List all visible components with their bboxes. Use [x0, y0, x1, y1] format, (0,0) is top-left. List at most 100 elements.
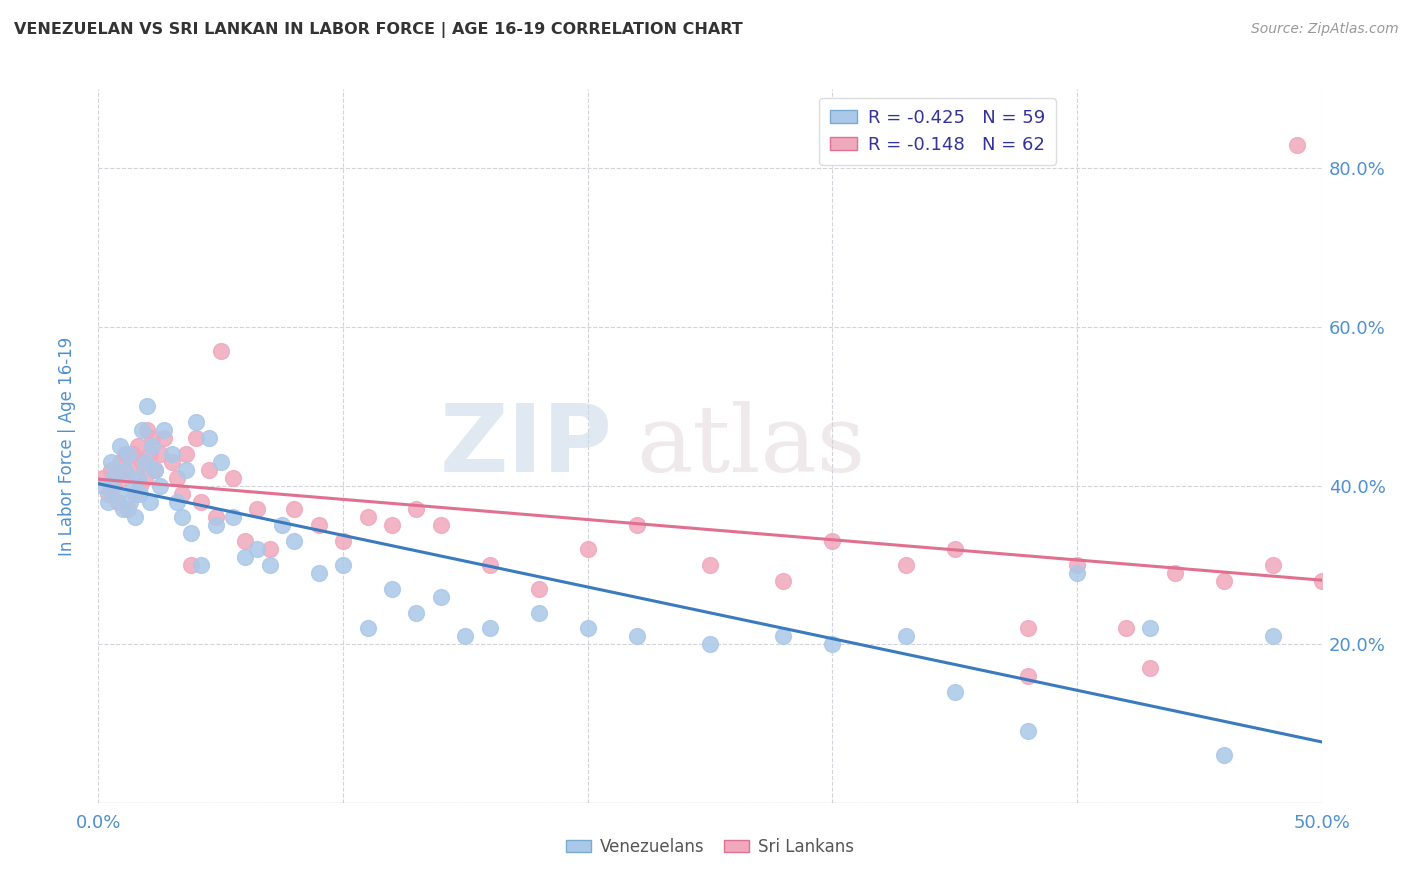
Point [149, 447, 172, 461]
Point [332, 558, 354, 572]
Point [772, 629, 794, 643]
Point [101, 471, 124, 485]
Point [233, 534, 256, 549]
Point [153, 423, 176, 437]
Point [576, 621, 599, 635]
Point [129, 486, 152, 500]
Point [283, 502, 305, 516]
Point [110, 455, 132, 469]
Point [114, 463, 136, 477]
Point [197, 463, 219, 477]
Point [160, 455, 183, 469]
Point [478, 621, 501, 635]
Point [308, 518, 330, 533]
Point [894, 558, 917, 572]
Point [405, 606, 427, 620]
Point [186, 415, 208, 429]
Legend: Venezuelans, Sri Lankans: Venezuelans, Sri Lankans [560, 831, 860, 863]
Point [222, 471, 245, 485]
Y-axis label: In Labor Force | Age 16-19: In Labor Force | Age 16-19 [58, 336, 76, 556]
Point [176, 463, 198, 477]
Point [101, 478, 124, 492]
Point [699, 558, 721, 572]
Point [120, 463, 142, 477]
Point [127, 439, 149, 453]
Point [527, 582, 550, 596]
Point [308, 566, 330, 580]
Point [121, 447, 143, 461]
Point [139, 447, 162, 461]
Point [1017, 669, 1039, 683]
Point [430, 518, 453, 533]
Text: atlas: atlas [637, 401, 866, 491]
Point [405, 502, 427, 516]
Point [943, 542, 966, 557]
Point [205, 510, 228, 524]
Point [134, 471, 156, 485]
Point [190, 494, 212, 508]
Point [233, 549, 256, 564]
Point [141, 439, 163, 453]
Point [107, 494, 129, 508]
Point [1286, 137, 1309, 152]
Point [166, 471, 188, 485]
Point [1066, 558, 1088, 572]
Point [1115, 621, 1137, 635]
Point [100, 463, 122, 477]
Point [91, 478, 114, 492]
Point [197, 431, 219, 445]
Point [894, 629, 917, 643]
Point [270, 518, 294, 533]
Point [143, 463, 166, 477]
Point [127, 471, 149, 485]
Point [166, 494, 188, 508]
Point [205, 518, 228, 533]
Point [110, 439, 132, 453]
Point [283, 534, 305, 549]
Point [209, 455, 232, 469]
Point [454, 629, 477, 643]
Point [186, 431, 208, 445]
Point [381, 582, 404, 596]
Point [1066, 566, 1088, 580]
Point [222, 510, 245, 524]
Point [139, 494, 162, 508]
Point [1261, 558, 1284, 572]
Text: Source: ZipAtlas.com: Source: ZipAtlas.com [1251, 22, 1399, 37]
Point [170, 510, 193, 524]
Point [134, 455, 156, 469]
Point [381, 518, 404, 533]
Point [1017, 724, 1039, 739]
Point [246, 542, 269, 557]
Point [176, 447, 198, 461]
Point [136, 400, 159, 414]
Point [821, 534, 844, 549]
Point [124, 510, 146, 524]
Text: VENEZUELAN VS SRI LANKAN IN LABOR FORCE | AGE 16-19 CORRELATION CHART: VENEZUELAN VS SRI LANKAN IN LABOR FORCE … [14, 22, 742, 38]
Point [527, 606, 550, 620]
Point [1212, 574, 1234, 588]
Point [821, 637, 844, 651]
Point [180, 526, 202, 541]
Point [576, 542, 599, 557]
Point [1139, 661, 1161, 675]
Point [478, 558, 501, 572]
Point [190, 558, 212, 572]
Point [97, 486, 120, 500]
Point [1212, 748, 1234, 763]
Point [1017, 621, 1039, 635]
Point [143, 463, 166, 477]
Point [1261, 629, 1284, 643]
Point [97, 494, 120, 508]
Point [117, 502, 139, 516]
Point [209, 343, 232, 358]
Point [180, 558, 202, 572]
Point [131, 455, 153, 469]
Point [1164, 566, 1187, 580]
Point [699, 637, 721, 651]
Point [100, 455, 122, 469]
Point [626, 518, 648, 533]
Point [332, 534, 354, 549]
Point [356, 621, 378, 635]
Point [1139, 621, 1161, 635]
